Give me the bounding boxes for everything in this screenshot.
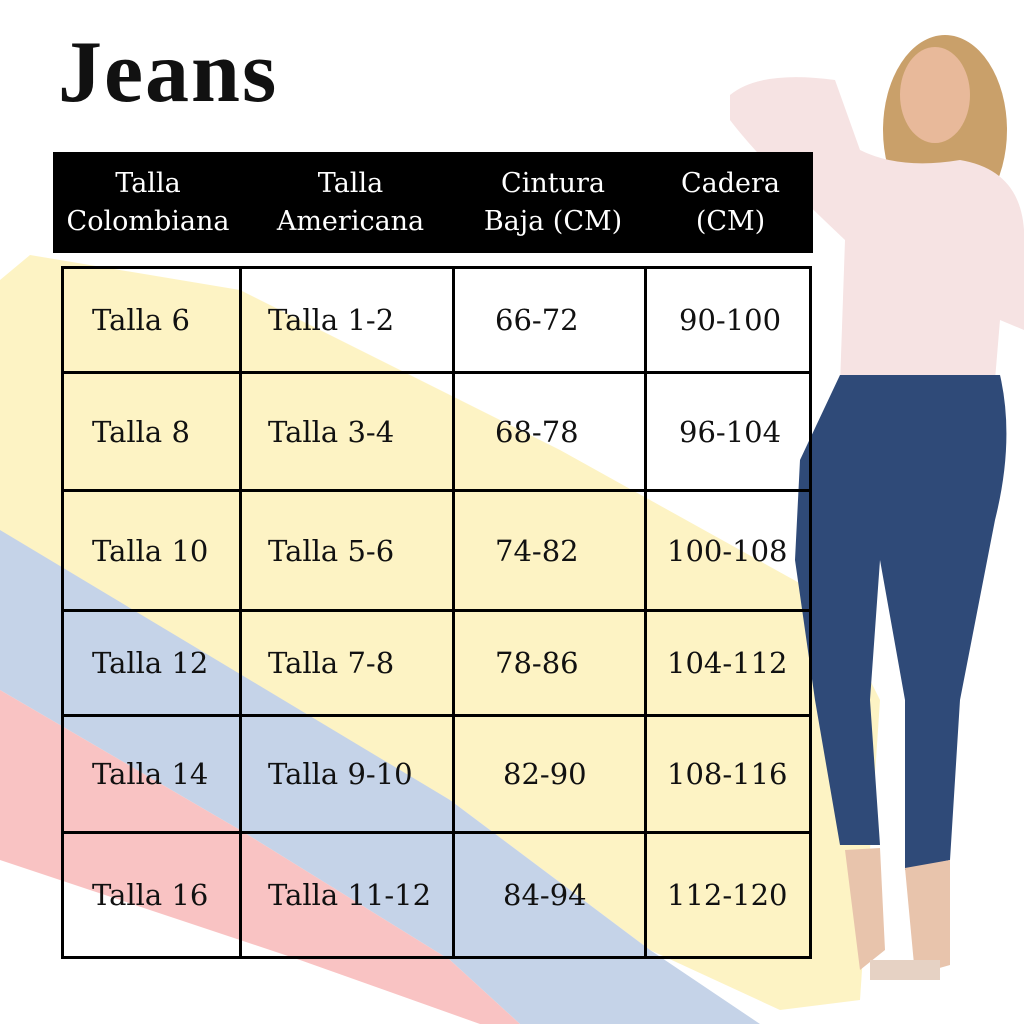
table-row: Talla 6 Talla 1-2 66-72 90-100 [61, 266, 812, 374]
size-table: Talla 6 Talla 1-2 66-72 90-100 Talla 8 T… [61, 266, 812, 959]
table-row: Talla 16 Talla 11-12 84-94 112-120 [61, 831, 812, 959]
cell-talla-americana: Talla 7-8 [239, 609, 455, 717]
cell-talla-americana: Talla 11-12 [239, 831, 455, 959]
table-row: Talla 14 Talla 9-10 82-90 108-116 [61, 714, 812, 834]
cell-talla-colombiana: Talla 10 [61, 489, 242, 612]
cell-talla-americana: Talla 9-10 [239, 714, 455, 834]
cell-cadera: 108-116 [644, 714, 812, 834]
cell-cadera: 112-120 [644, 831, 812, 959]
cell-cintura: 82-90 [452, 714, 647, 834]
cell-cintura: 66-72 [452, 266, 647, 374]
header-talla-americana: Talla Americana [276, 167, 425, 237]
cell-cadera: 104-112 [644, 609, 812, 717]
cell-talla-americana: Talla 3-4 [239, 371, 455, 492]
cell-cadera: 90-100 [644, 266, 812, 374]
cell-talla-colombiana: Talla 8 [61, 371, 242, 492]
page-title: Jeans [58, 24, 279, 121]
table-header: Talla Colombiana Talla Americana Cintura… [53, 152, 813, 253]
header-cadera: Cadera (CM) [680, 167, 781, 237]
cell-talla-colombiana: Talla 12 [61, 609, 242, 717]
cell-cintura: 68-78 [452, 371, 647, 492]
cell-cintura: 74-82 [452, 489, 647, 612]
cell-cadera: 96-104 [644, 371, 812, 492]
table-row: Talla 12 Talla 7-8 78-86 104-112 [61, 609, 812, 717]
cell-cadera: 100-108 [644, 489, 812, 612]
cell-talla-colombiana: Talla 16 [61, 831, 242, 959]
cell-talla-americana: Talla 5-6 [239, 489, 455, 612]
cell-talla-colombiana: Talla 6 [61, 266, 242, 374]
table-row: Talla 8 Talla 3-4 68-78 96-104 [61, 371, 812, 492]
cell-talla-americana: Talla 1-2 [239, 266, 455, 374]
table-row: Talla 10 Talla 5-6 74-82 100-108 [61, 489, 812, 612]
header-talla-colombiana: Talla Colombiana [66, 167, 230, 237]
cell-talla-colombiana: Talla 14 [61, 714, 242, 834]
cell-cintura: 78-86 [452, 609, 647, 717]
cell-cintura: 84-94 [452, 831, 647, 959]
header-cintura-baja: Cintura Baja (CM) [483, 167, 623, 237]
